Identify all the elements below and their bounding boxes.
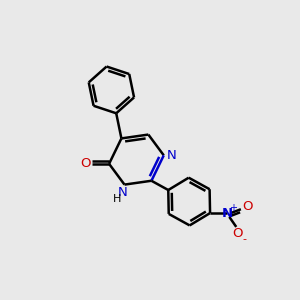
Text: +: + (229, 203, 237, 213)
Text: N: N (118, 186, 128, 199)
Text: -: - (242, 234, 246, 244)
Text: N: N (167, 149, 176, 162)
Text: O: O (243, 200, 253, 213)
Text: N: N (222, 207, 233, 220)
Text: O: O (80, 157, 91, 170)
Text: H: H (112, 194, 121, 204)
Text: O: O (232, 226, 243, 240)
